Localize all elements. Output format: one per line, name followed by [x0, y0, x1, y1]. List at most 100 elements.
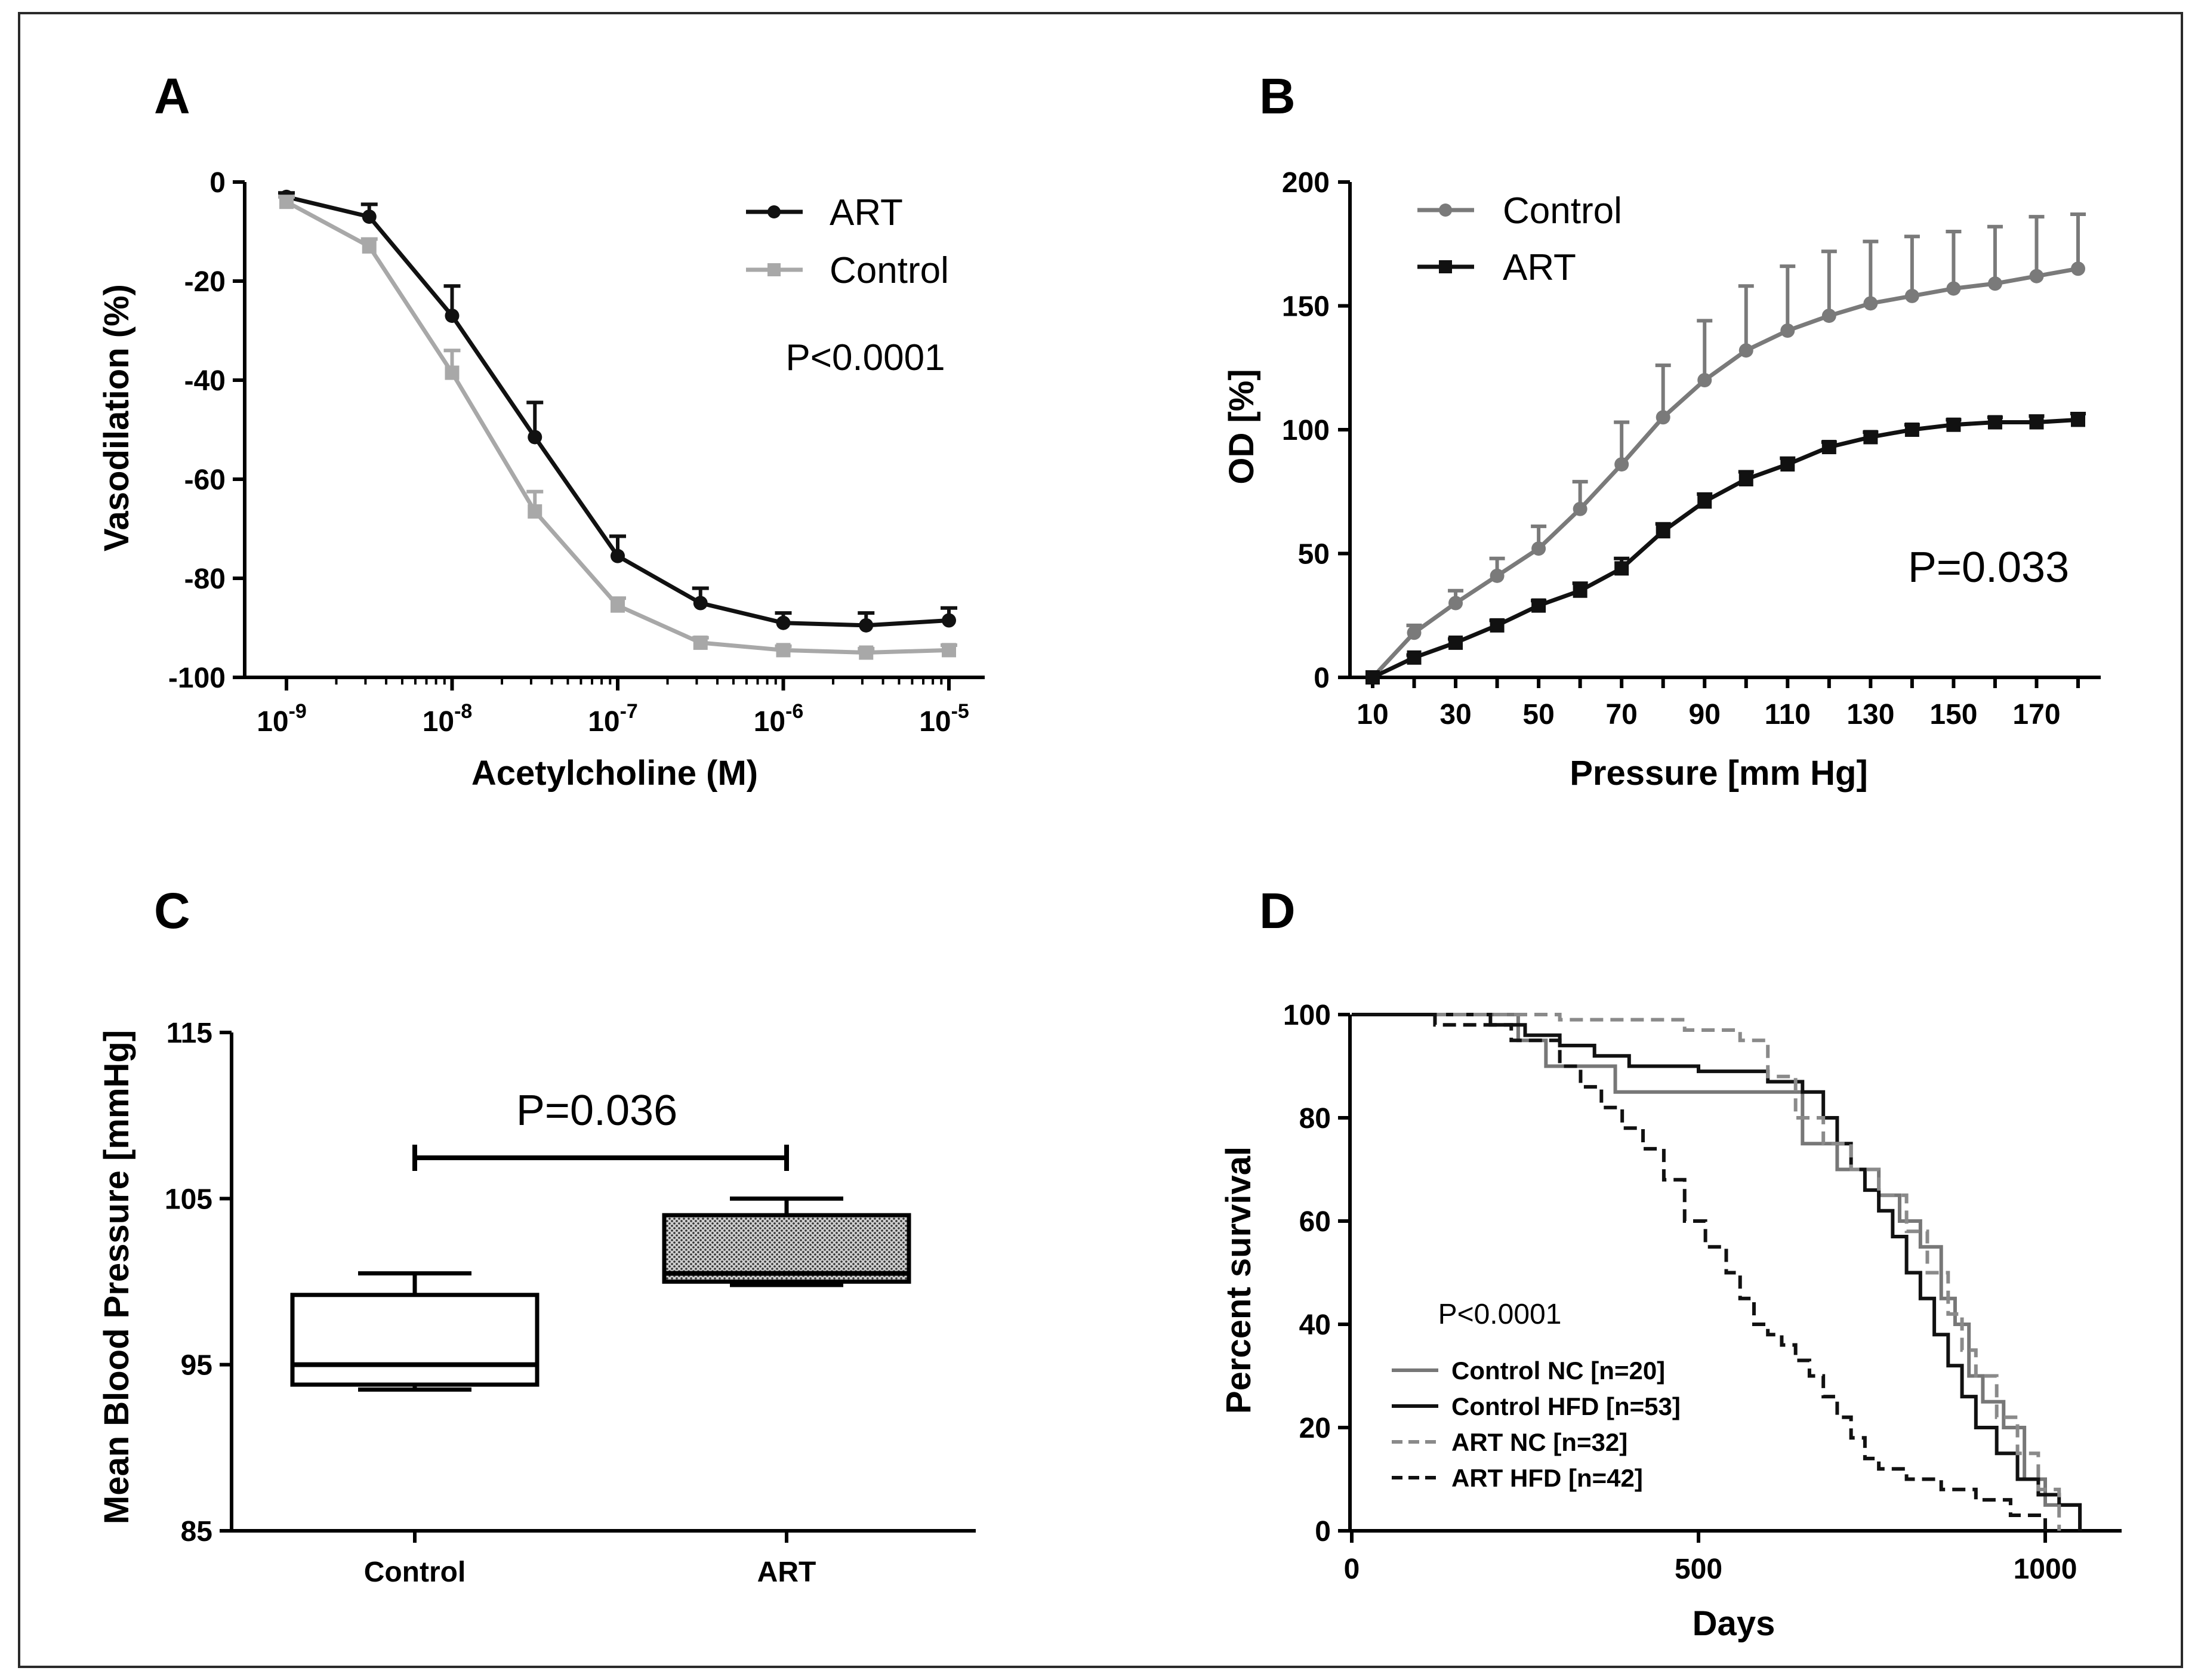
panel-d-pvalue: P<0.0001 [1438, 1299, 1562, 1330]
legend-label-control-b: Control [1503, 190, 1622, 232]
panel-label-d: D [1259, 883, 1296, 939]
panel-b-xtick-label: 90 [1689, 699, 1721, 730]
panel-b-legend: Control ART [1417, 190, 1622, 288]
panel-b-point [1490, 618, 1505, 633]
panel-a-point [942, 643, 956, 658]
xtick-exp: -7 [620, 700, 638, 723]
panel-b-point [2029, 415, 2044, 430]
panel-c-ytick-label: 95 [181, 1350, 212, 1382]
panel-a-point [528, 504, 542, 519]
panel-b-point [1946, 417, 1961, 432]
panel-b-ytick-label: 200 [1282, 167, 1330, 199]
panel-b-series-line-0 [1371, 266, 2079, 679]
panel-a-legend: ART Control [746, 192, 949, 291]
panel-b-xtick-label: 10 [1357, 699, 1388, 730]
panel-b-point [2071, 412, 2085, 427]
panel-b-point [1531, 598, 1546, 613]
panel-a-pvalue: P<0.0001 [785, 337, 945, 378]
panel-c-chart: Mean Blood Pressure [mmHg] P=0.036 115 10… [97, 1018, 976, 1588]
panel-d-ytick-label: 60 [1299, 1206, 1331, 1238]
panel-d-legend-label: ART HFD [n=42] [1451, 1464, 1643, 1492]
panel-b-point [1614, 457, 1629, 472]
xtick-exp: -8 [454, 700, 472, 723]
panel-d-legend-label: ART NC [n=32] [1451, 1428, 1627, 1456]
panel-d-xtick-label: 0 [1344, 1553, 1360, 1585]
panel-b-ytick-label: 100 [1282, 415, 1330, 446]
panel-d-ytick-label: 40 [1299, 1309, 1331, 1341]
panel-b-xtick-label: 50 [1522, 699, 1554, 730]
panel-c-ytick-label: 85 [181, 1516, 212, 1548]
xtick-exp: -9 [289, 700, 307, 723]
panel-d-ytick-label: 80 [1299, 1103, 1331, 1135]
panel-b-point [2029, 269, 2044, 283]
panel-label-a: A [154, 68, 190, 124]
panel-a-xlabel: Acetylcholine (M) [471, 754, 758, 793]
figure-frame [18, 12, 2183, 1668]
panel-d-ylabel: Percent survival [1219, 1146, 1258, 1414]
xtick-base: 10 [423, 706, 454, 738]
panel-b-point [1448, 596, 1463, 611]
panel-b-point [1614, 561, 1629, 576]
panel-b-point [1407, 625, 1422, 640]
panel-a-point [362, 239, 377, 254]
panel-c-ytick-label: 105 [165, 1183, 212, 1215]
panel-d-legend-label: Control NC [n=20] [1451, 1357, 1665, 1385]
panel-b-point [1407, 650, 1422, 665]
panel-d-chart: Days Percent survival P<0.0001 0 20 40 60 80… [1219, 1000, 2122, 1643]
legend-marker-art [767, 205, 781, 218]
panel-b-xtick-label: 30 [1439, 699, 1471, 730]
panel-b-point [1946, 281, 1961, 296]
panel-b-pvalue: P=0.033 [1908, 544, 2069, 591]
panel-b-xtick-label: 110 [1765, 699, 1811, 730]
panel-a-xtick-label: 10-7 [588, 700, 638, 738]
panel-b-point [1904, 288, 1919, 303]
xtick-exp: -5 [951, 700, 969, 723]
panel-a-xtick-label: 10-5 [919, 700, 969, 738]
panel-b-point [1821, 440, 1836, 455]
panel-a-point [776, 643, 791, 658]
panel-b-point [1738, 343, 1753, 358]
panel-a-ytick-label: 0 [209, 167, 226, 199]
panel-b-point [1904, 423, 1919, 437]
panel-b-ylabel: OD [%] [1222, 369, 1261, 484]
panel-a-point [528, 430, 542, 445]
panel-b-point [1490, 568, 1505, 583]
panel-b-xtick-label: 70 [1605, 699, 1637, 730]
panel-d-ytick-label: 100 [1283, 1000, 1331, 1031]
panel-b-ytick-label: 50 [1298, 539, 1330, 571]
panel-b-point [1863, 296, 1878, 311]
panel-b-point [1987, 415, 2002, 430]
panel-d-xtick-label: 500 [1675, 1553, 1722, 1585]
panel-b-point [1573, 583, 1587, 598]
panel-a-ylabel: Vasodilation (%) [97, 284, 136, 551]
legend-label-art: ART [830, 192, 903, 233]
panel-c-box-control [290, 1293, 540, 1387]
panel-b-point [1697, 373, 1712, 387]
panel-b-ytick-label: 150 [1282, 291, 1330, 323]
panel-a-point [611, 598, 625, 613]
panel-b-xtick-label: 170 [2012, 699, 2060, 730]
panel-c-xtick-label: ART [757, 1556, 816, 1588]
xtick-base: 10 [257, 706, 288, 738]
panel-b-ytick-label: 0 [1314, 662, 1330, 694]
panel-a-point [693, 596, 708, 611]
panel-label-b: B [1259, 68, 1296, 124]
legend-marker-control-b [1439, 204, 1452, 217]
panel-c-xtick-label: Control [364, 1556, 466, 1588]
panel-b-point [1531, 541, 1546, 556]
panel-c-ytick-label: 115 [167, 1018, 212, 1049]
panel-d-ytick-label: 20 [1299, 1413, 1331, 1444]
panel-b-xtick-label: 130 [1847, 699, 1894, 730]
panel-a-point [942, 613, 956, 628]
panel-b-xtick-label: 150 [1929, 699, 1977, 730]
panel-a-xtick-label: 10-6 [754, 700, 804, 738]
panel-b-point [1697, 494, 1712, 509]
panel-b-point [1365, 670, 1380, 685]
panel-d-xtick-label: 1000 [2014, 1553, 2077, 1585]
panel-b-point [1821, 309, 1836, 323]
panel-a-point [611, 548, 625, 563]
panel-a-ytick-label: -20 [184, 266, 226, 298]
panel-b-point [1863, 430, 1878, 445]
panel-b-point [1780, 323, 1795, 338]
